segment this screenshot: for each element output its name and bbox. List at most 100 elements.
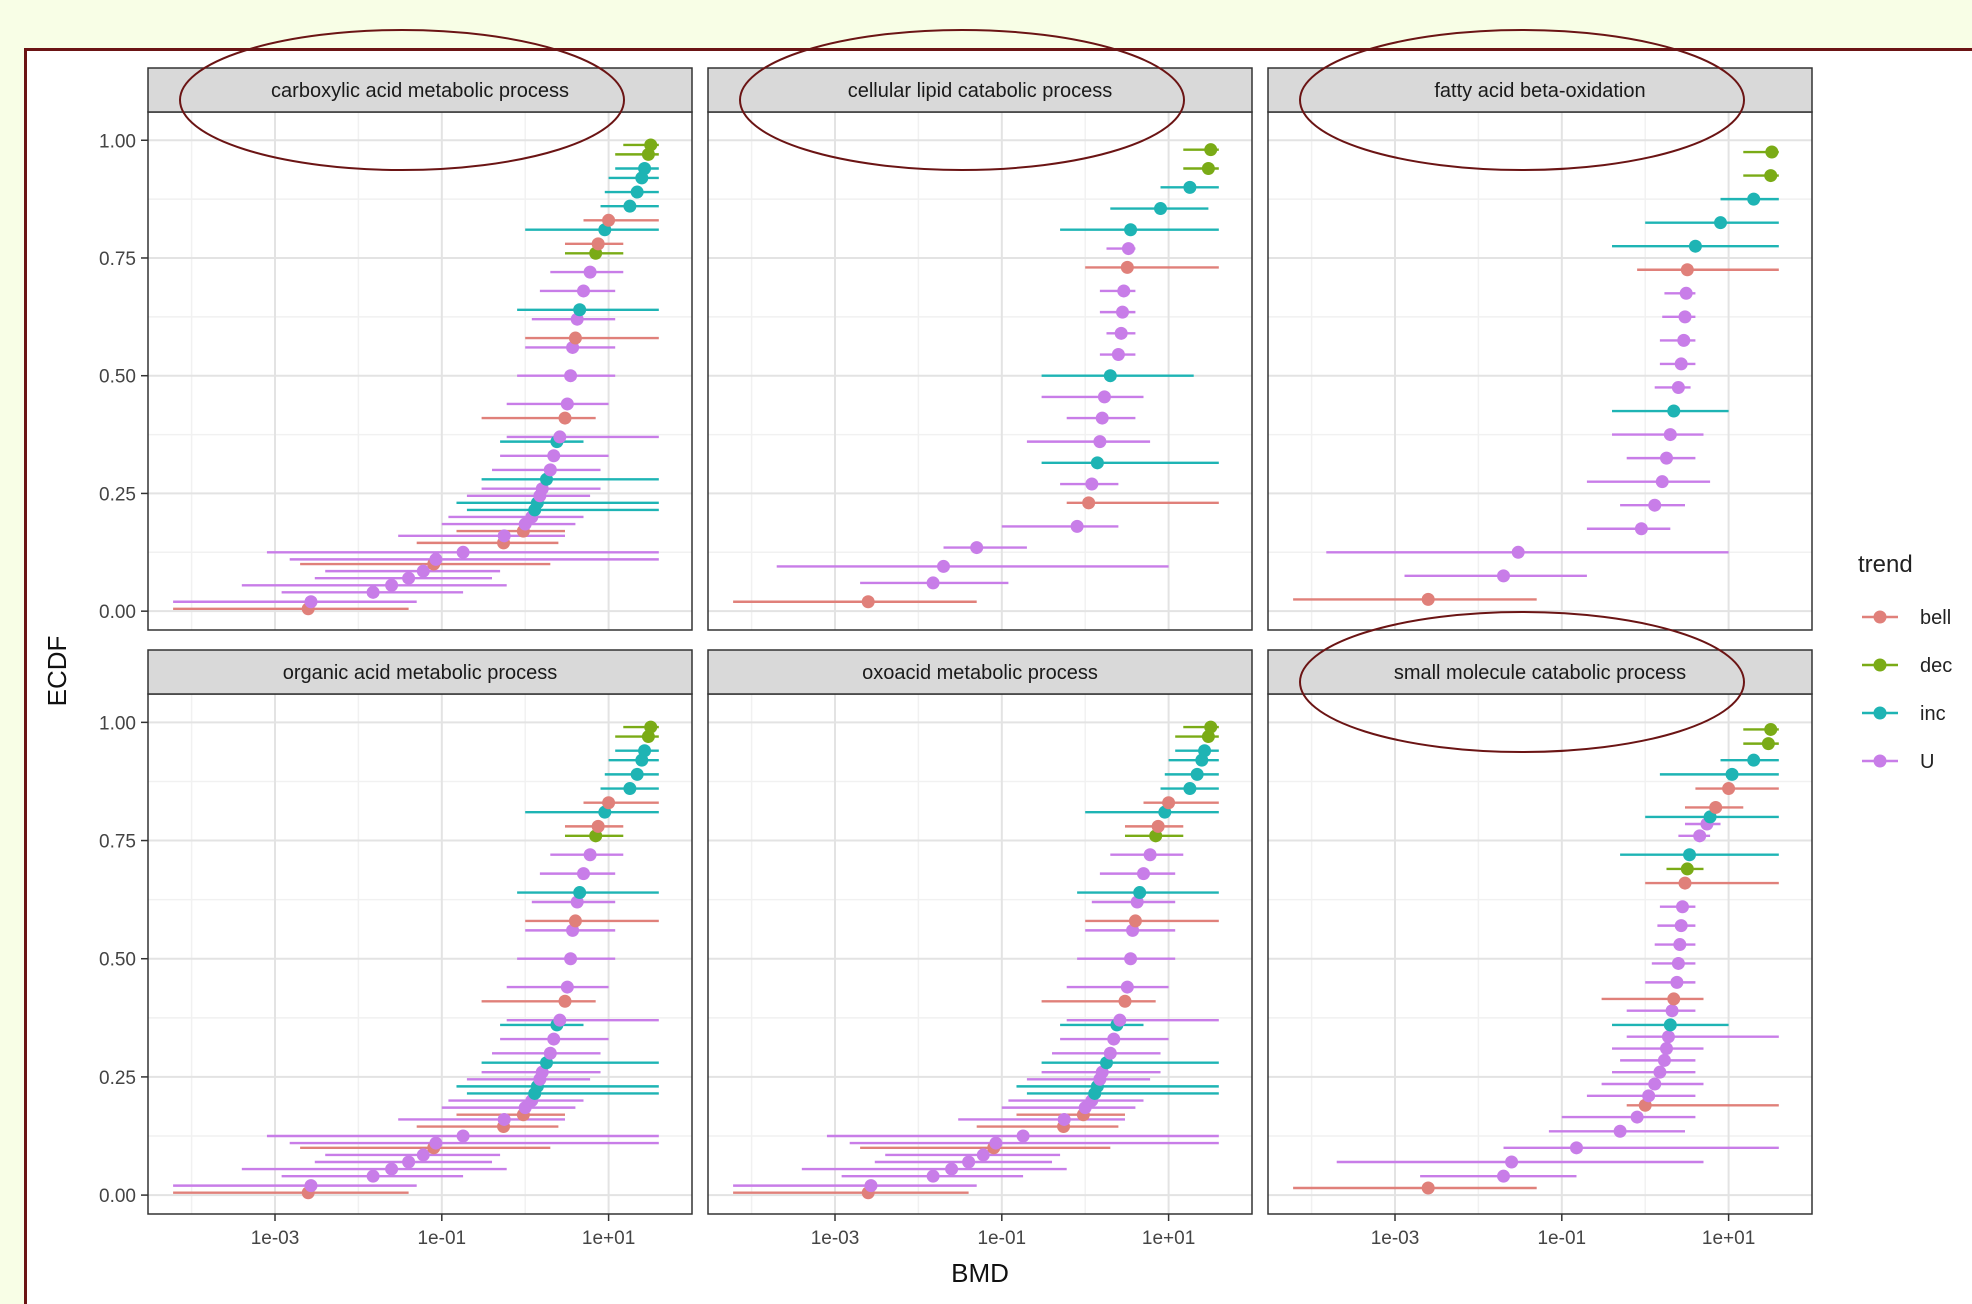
data-point [1663,1018,1677,1032]
data-point [591,819,605,833]
data-point [1667,404,1681,418]
y-tick-label: 0.00 [99,1186,136,1207]
data-point [1722,782,1736,796]
data-point [576,284,590,298]
data-point [1678,310,1692,324]
facet-title: organic acid metabolic process [283,662,558,684]
data-point [970,541,984,555]
data-point [1765,145,1779,159]
data-point [1653,1065,1667,1079]
data-point [385,578,399,592]
data-point [1204,720,1218,734]
x-tick-label: 1e+01 [582,1228,635,1249]
data-point [576,867,590,881]
facet-strip [1267,649,1813,695]
y-tick-label: 0.75 [99,249,136,270]
data-point [456,545,470,559]
facet-title: cellular lipid catabolic process [848,80,1113,102]
y-tick-label: 1.00 [99,131,136,152]
data-point [861,595,875,609]
data-point [366,1169,380,1183]
data-point [1154,202,1168,216]
data-point [304,1179,318,1193]
data-point [583,265,597,279]
data-point [1655,475,1669,489]
data-point [385,1162,399,1176]
y-tick-label: 0.50 [99,950,136,971]
data-point [1115,305,1129,319]
data-point [1709,800,1723,814]
legend-label: dec [1920,655,1952,677]
data-point [1657,1053,1671,1067]
data-point [402,1155,416,1169]
data-point [1665,1004,1679,1018]
legend-key-point [1873,610,1887,624]
y-tick-label: 0.25 [99,484,136,505]
data-point [945,1162,959,1176]
data-point [1497,569,1511,583]
data-point [560,397,574,411]
panel-background [1268,694,1812,1214]
facet-strip [1267,67,1813,113]
facet-strip [707,649,1253,695]
data-point [1124,223,1138,237]
data-point [638,162,652,176]
data-point [1198,744,1212,758]
facet-panel: carboxylic acid metabolic process 0.00 0.2… [99,29,693,631]
data-point [1673,938,1687,952]
data-point [1093,435,1107,449]
data-point [1057,1112,1071,1126]
x-axis-label: BMD [951,1258,1009,1288]
facet-panel: organic acid metabolic process 0.00 0.25 0.… [99,649,693,1249]
x-tick-label: 1e-03 [811,1228,860,1249]
data-point [638,744,652,758]
data-point [989,1136,1003,1150]
legend-label: inc [1920,703,1946,725]
highlight-ellipse [1299,29,1745,171]
legend-key-point [1873,658,1887,672]
legend-label: bell [1920,607,1951,629]
data-point [1511,545,1525,559]
data-point [1648,498,1662,512]
data-point [1703,810,1717,824]
data-point [547,1032,561,1046]
data-point [1151,819,1165,833]
facet-title: small molecule catabolic process [1394,662,1686,684]
data-point [1764,722,1778,736]
x-tick-label: 1e-03 [251,1228,300,1249]
highlight-ellipse [1299,611,1745,753]
data-point [1121,242,1135,256]
data-point [1113,1013,1127,1027]
data-point [1183,782,1197,796]
y-tick-label: 1.00 [99,713,136,734]
data-point [1118,994,1132,1008]
data-point [1120,980,1134,994]
data-point [1103,369,1117,383]
data-point [1683,848,1697,862]
data-point [304,595,318,609]
data-point [644,138,658,152]
data-point [864,1179,878,1193]
y-tick-label: 0.50 [99,367,136,388]
data-point [1070,519,1084,533]
data-point [1103,1046,1117,1060]
data-point [1634,522,1648,536]
data-point [1117,284,1131,298]
data-point [553,1013,567,1027]
data-point [543,463,557,477]
data-point [591,237,605,251]
data-point [1667,992,1681,1006]
x-tick-label: 1e+01 [1702,1228,1755,1249]
data-point [1569,1141,1583,1155]
data-point [568,914,582,928]
facet-strip [147,649,693,695]
data-point [1136,867,1150,881]
y-tick-label: 0.25 [99,1068,136,1089]
data-point [1688,239,1702,253]
y-axis-label: ECDF [42,636,72,707]
data-point [1090,456,1104,470]
data-point [416,1148,430,1162]
data-point [1693,829,1707,843]
data-point [1082,496,1096,510]
data-point [1674,919,1688,933]
